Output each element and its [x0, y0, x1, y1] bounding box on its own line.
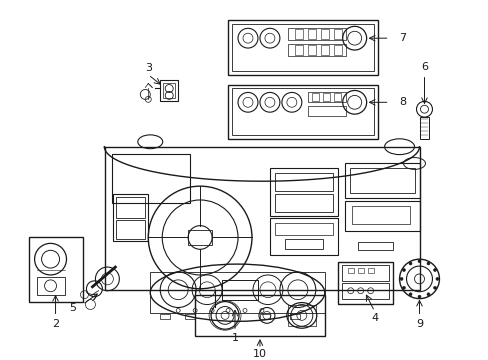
Bar: [222, 280, 258, 300]
Bar: [116, 197, 145, 218]
Bar: [274, 173, 332, 191]
Circle shape: [408, 293, 411, 296]
Bar: [185, 314, 195, 319]
Text: 10: 10: [252, 349, 266, 359]
Bar: [344, 163, 419, 198]
Circle shape: [399, 278, 402, 280]
Bar: [333, 94, 340, 101]
Bar: [357, 242, 392, 250]
Bar: [163, 82, 175, 98]
Bar: [311, 94, 318, 101]
Bar: [347, 268, 353, 273]
Bar: [357, 268, 363, 273]
Bar: [337, 262, 392, 303]
Bar: [116, 220, 145, 239]
Bar: [307, 29, 315, 39]
Bar: [113, 194, 148, 242]
Bar: [287, 305, 315, 326]
Bar: [274, 223, 332, 234]
Bar: [227, 85, 377, 139]
Bar: [274, 194, 332, 212]
Bar: [307, 93, 345, 102]
Text: 2: 2: [52, 319, 59, 329]
Bar: [287, 44, 345, 56]
Text: 8: 8: [399, 97, 406, 107]
Circle shape: [402, 286, 405, 289]
Bar: [227, 21, 377, 75]
Bar: [232, 89, 373, 135]
Circle shape: [402, 269, 405, 271]
Bar: [37, 277, 64, 295]
Bar: [160, 314, 170, 319]
Circle shape: [426, 293, 429, 296]
Bar: [307, 45, 315, 55]
Bar: [294, 29, 302, 39]
Text: 7: 7: [399, 33, 406, 43]
Bar: [307, 106, 345, 116]
Bar: [29, 238, 83, 302]
Bar: [285, 239, 322, 249]
Circle shape: [426, 262, 429, 265]
Circle shape: [417, 295, 420, 298]
Bar: [320, 29, 328, 39]
Bar: [351, 206, 408, 224]
Bar: [112, 154, 190, 203]
Text: 6: 6: [420, 62, 427, 72]
Circle shape: [408, 262, 411, 265]
Bar: [232, 24, 373, 71]
Bar: [269, 218, 337, 255]
Circle shape: [433, 286, 436, 289]
Text: 9: 9: [415, 319, 422, 329]
Text: 3: 3: [144, 63, 151, 73]
Circle shape: [417, 260, 420, 262]
Bar: [260, 314, 269, 319]
Bar: [289, 314, 299, 319]
Bar: [333, 29, 341, 39]
Circle shape: [435, 278, 438, 280]
Bar: [188, 230, 212, 246]
Bar: [344, 201, 419, 230]
Bar: [322, 94, 329, 101]
Bar: [341, 283, 388, 299]
Bar: [341, 265, 388, 281]
Bar: [320, 45, 328, 55]
Bar: [150, 272, 324, 314]
Bar: [195, 295, 324, 336]
Bar: [160, 80, 178, 101]
Text: 1: 1: [231, 333, 238, 343]
Bar: [333, 45, 341, 55]
Bar: [349, 168, 414, 193]
Text: 4: 4: [370, 313, 377, 323]
Bar: [294, 45, 302, 55]
Text: 5: 5: [69, 303, 76, 314]
Bar: [419, 117, 428, 139]
Bar: [269, 168, 337, 216]
Circle shape: [433, 269, 436, 271]
Bar: [367, 268, 373, 273]
Bar: [287, 28, 345, 40]
Bar: [105, 147, 419, 290]
